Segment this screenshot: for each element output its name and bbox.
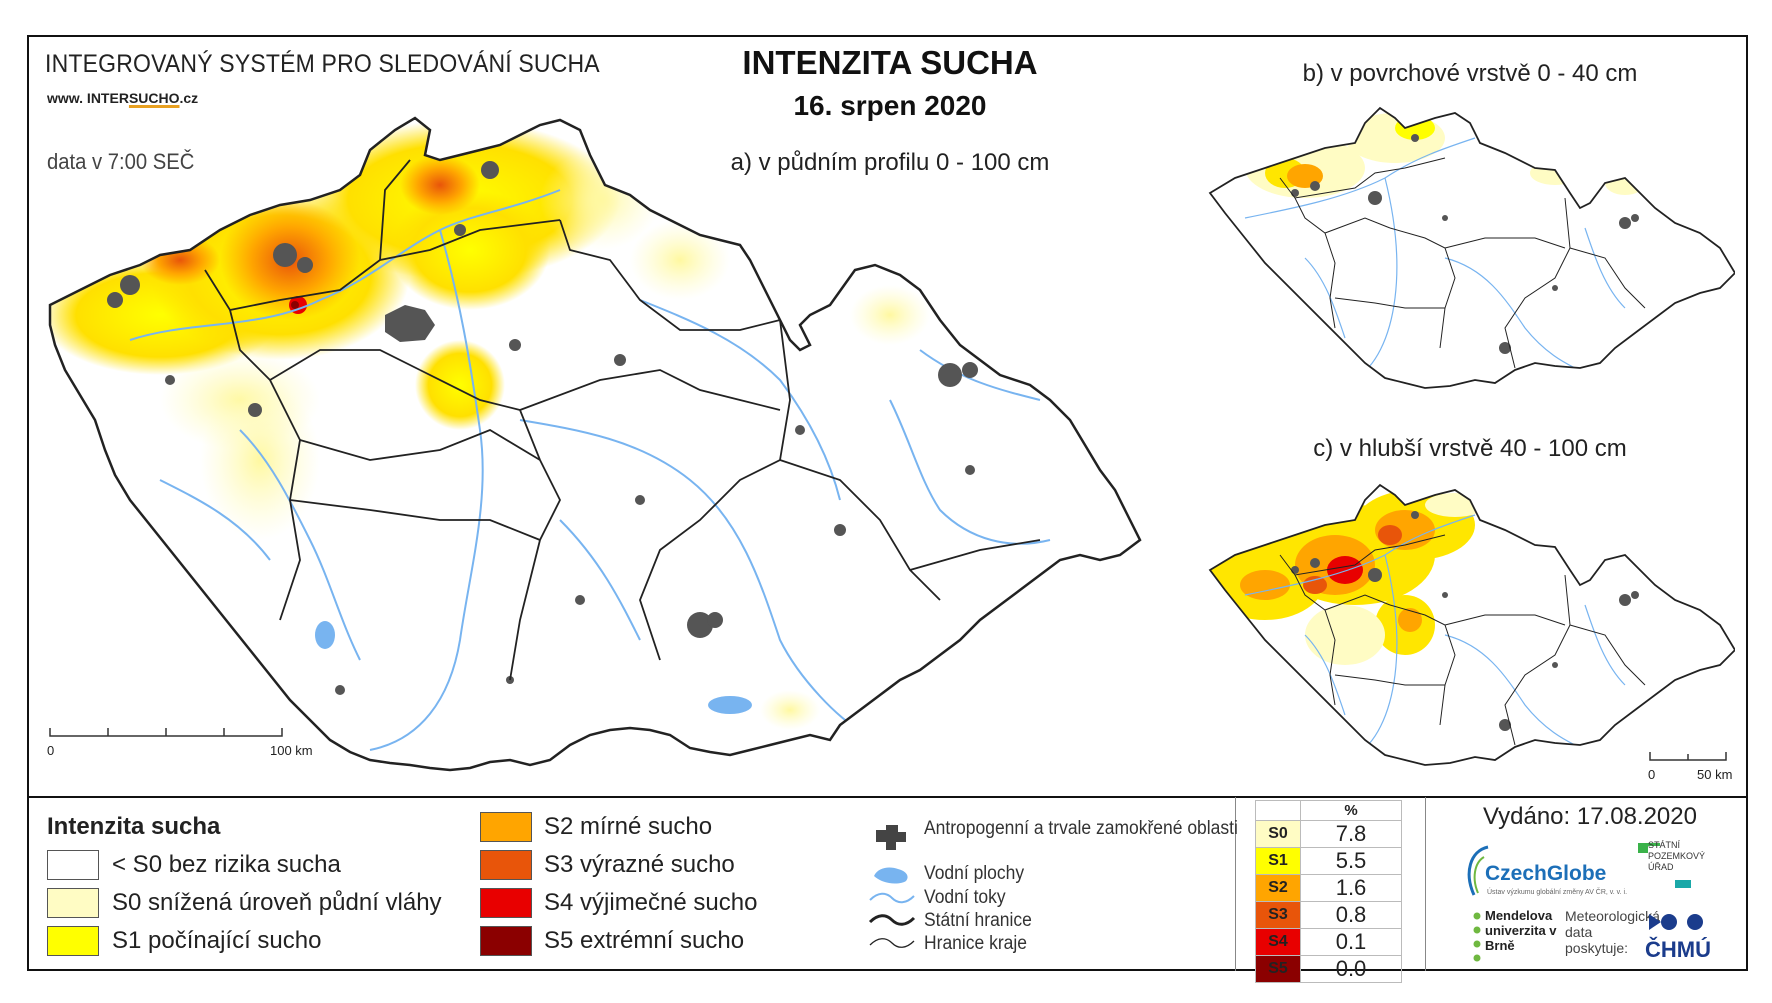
scale-main-end: 100 km xyxy=(270,743,313,758)
website-highlight: SUCHO xyxy=(128,90,180,106)
legend-s0: S0 snížená úroveň půdní vláhy xyxy=(112,889,442,916)
czechglobe-subtitle: Ústav výzkumu globální změny AV ČR, v. v… xyxy=(1487,889,1628,896)
legend-s5: S5 extrémní sucho xyxy=(544,927,745,954)
legend-divider-1 xyxy=(1235,797,1236,971)
table-row: S5 0.0 xyxy=(1255,955,1402,983)
map-c-title: c) v hlubší vrstvě 40 - 100 cm xyxy=(1313,435,1627,462)
row-value: 7.8 xyxy=(1300,820,1402,848)
legend-state-border: Státní hranice xyxy=(924,910,1032,931)
legend-below-s0: < S0 bez rizika sucha xyxy=(112,851,341,878)
system-title: INTEGROVANÝ SYSTÉM PRO SLEDOVÁNÍ SUCHA xyxy=(45,50,600,78)
legend-region-border: Hranice kraje xyxy=(924,933,1027,954)
website-suffix: .cz xyxy=(179,90,199,106)
legend-rivers: Vodní toky xyxy=(924,887,1006,908)
scale-main-start: 0 xyxy=(47,743,55,758)
map-a-title: a) v půdním profilu 0 - 100 cm xyxy=(730,149,1050,176)
row-value: 5.5 xyxy=(1300,847,1402,875)
surface-layer-map xyxy=(1208,106,1735,389)
state-border-a xyxy=(48,116,1142,772)
map-b-title: b) v povrchové vrstvě 0 - 40 cm xyxy=(1302,60,1638,87)
river-icon xyxy=(869,892,915,904)
main-title: INTENZITA SUCHA xyxy=(742,44,1038,81)
legend-s1: S1 počínající sucho xyxy=(112,927,322,954)
table-row: S2 1.6 xyxy=(1255,874,1402,902)
deep-layer-map xyxy=(1208,483,1735,766)
swatch-s1 xyxy=(47,926,99,956)
swatch-below-s0 xyxy=(47,850,99,880)
data-time: data v 7:00 SEČ xyxy=(47,149,195,174)
legend-s4: S4 výjimečné sucho xyxy=(544,889,758,916)
met-data-text: Meteorologická data poskytuje: xyxy=(1565,908,1660,956)
website-link[interactable]: www. INTERSUCHO.cz xyxy=(47,90,198,106)
legend-title: Intenzita sucha xyxy=(47,813,221,840)
scale-small-end: 50 km xyxy=(1697,767,1733,782)
water-body-icon xyxy=(874,867,908,884)
table-header-code xyxy=(1255,800,1301,821)
row-code: S2 xyxy=(1255,874,1301,902)
table-row: S3 0.8 xyxy=(1255,901,1402,929)
spu-logo-icon xyxy=(1638,843,1691,888)
table-row: S1 5.5 xyxy=(1255,847,1402,875)
website-prefix: www. INTER xyxy=(47,90,129,106)
swatch-s3 xyxy=(480,850,532,880)
row-code: S4 xyxy=(1255,928,1301,956)
row-code: S1 xyxy=(1255,847,1301,875)
table-header-row: % xyxy=(1255,800,1402,821)
region-border-icon xyxy=(869,938,915,948)
row-value: 1.6 xyxy=(1300,874,1402,902)
swatch-s4 xyxy=(480,888,532,918)
row-code: S3 xyxy=(1255,901,1301,929)
chmu-logo: ČHMÚ xyxy=(1645,937,1711,962)
table-header-percent: % xyxy=(1300,800,1402,821)
mendel-logo: Mendelova univerzita v Brně xyxy=(1485,908,1557,953)
scale-bar-main xyxy=(49,728,283,737)
legend-separator xyxy=(27,796,1748,798)
table-row: S0 7.8 xyxy=(1255,820,1402,848)
row-code: S0 xyxy=(1255,820,1301,848)
legend-water-bodies: Vodní plochy xyxy=(924,863,1025,884)
mendel-dots-icon xyxy=(1473,912,1481,962)
scale-small-start: 0 xyxy=(1648,767,1656,782)
issued-date: Vydáno: 17.08.2020 xyxy=(1483,803,1697,830)
czechglobe-logo: CzechGlobe xyxy=(1485,862,1607,885)
map-date: 16. srpen 2020 xyxy=(793,90,987,121)
swatch-s0 xyxy=(47,888,99,918)
legend-anthropogenic: Antropogenní a trvale zamokřené oblasti xyxy=(924,818,1238,839)
czechglobe-arc-icon xyxy=(1467,845,1489,896)
percent-table: % S0 7.8 S1 5.5 S2 1.6 S3 0.8 S4 0.1 S5 0.0 xyxy=(1255,800,1402,983)
spu-logo: STÁTNÍ POZEMKOVÝ ÚŘAD xyxy=(1648,840,1706,872)
legend-s2: S2 mírné sucho xyxy=(544,813,713,840)
row-value: 0.1 xyxy=(1300,928,1402,956)
legend-divider-2 xyxy=(1425,797,1426,971)
table-row: S4 0.1 xyxy=(1255,928,1402,956)
row-value: 0.8 xyxy=(1300,901,1402,929)
scale-bar-small xyxy=(1649,752,1727,761)
row-code: S5 xyxy=(1255,955,1301,983)
row-value: 0.0 xyxy=(1300,955,1402,983)
swatch-s2 xyxy=(480,812,532,842)
main-drought-map xyxy=(48,116,1142,772)
anthropogenic-icon xyxy=(876,825,906,850)
swatch-s5 xyxy=(480,926,532,956)
state-border-icon xyxy=(868,914,916,926)
chmu-mark-icon xyxy=(1649,914,1703,930)
legend-s3: S3 výrazné sucho xyxy=(544,851,735,878)
